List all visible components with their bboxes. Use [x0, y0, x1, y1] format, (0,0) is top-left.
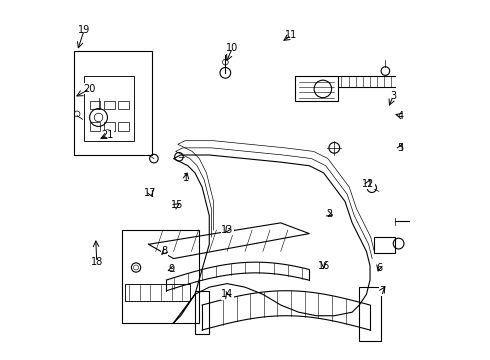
Text: 9: 9 — [169, 264, 175, 274]
Bar — [125, 284, 190, 301]
Text: 3: 3 — [390, 91, 396, 101]
Text: 19: 19 — [78, 25, 90, 35]
Text: 11: 11 — [285, 30, 297, 40]
Text: 14: 14 — [221, 289, 233, 299]
Bar — [104, 101, 115, 109]
Text: 13: 13 — [221, 225, 233, 235]
Bar — [74, 51, 152, 155]
Text: 2: 2 — [326, 209, 332, 219]
Bar — [122, 230, 198, 323]
Bar — [84, 76, 134, 141]
Text: 5: 5 — [397, 143, 404, 153]
Bar — [90, 101, 100, 109]
Bar — [90, 122, 100, 131]
Text: 6: 6 — [376, 262, 382, 273]
Bar — [373, 237, 395, 253]
Text: 18: 18 — [91, 257, 103, 267]
Bar — [359, 287, 381, 341]
Text: 7: 7 — [379, 286, 386, 296]
Bar — [195, 291, 209, 334]
Bar — [295, 76, 338, 102]
Bar — [118, 101, 129, 109]
Text: 1: 1 — [183, 173, 189, 183]
Text: 10: 10 — [226, 43, 239, 53]
Text: 21: 21 — [101, 130, 114, 140]
Bar — [104, 122, 115, 131]
Bar — [118, 122, 129, 131]
Text: 4: 4 — [397, 111, 403, 121]
Text: 12: 12 — [362, 179, 374, 189]
Text: 20: 20 — [83, 84, 96, 94]
Text: 8: 8 — [162, 247, 168, 256]
Text: 15: 15 — [171, 200, 183, 210]
Text: 16: 16 — [318, 261, 330, 271]
Text: 17: 17 — [144, 188, 156, 198]
